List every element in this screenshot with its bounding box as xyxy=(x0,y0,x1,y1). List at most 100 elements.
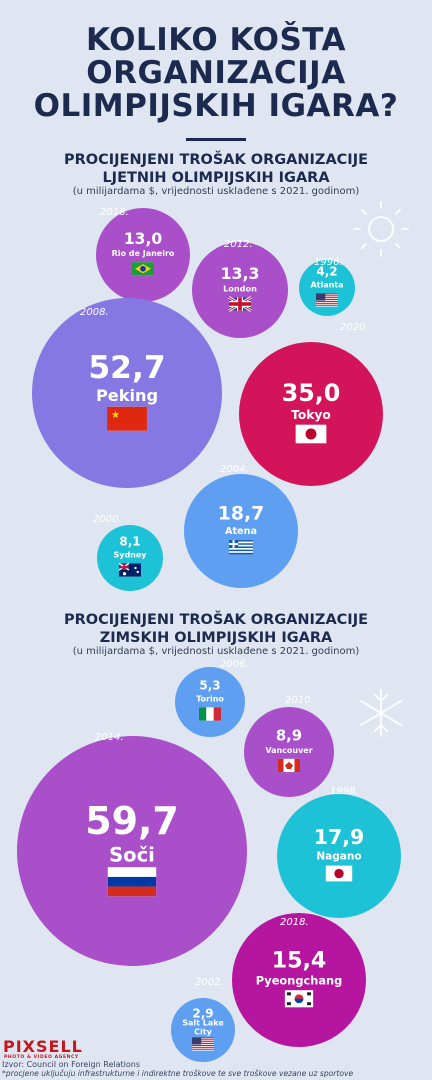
sun-icon xyxy=(353,201,409,257)
winter-title-line: PROCIJENJENI TROŠAK ORGANIZACIJE xyxy=(63,612,369,628)
greece-flag-part xyxy=(229,551,253,553)
bubble-city-label: Torino xyxy=(196,694,224,703)
bubble-year-label: 2014. xyxy=(95,732,124,743)
bubble-value-label: 18,7 xyxy=(218,504,264,525)
footnote: *procjene uključuju infrastrukturne i in… xyxy=(2,1069,354,1078)
bubble-value-label: 52,7 xyxy=(88,350,165,386)
japan-flag-part xyxy=(334,868,344,879)
bubble-city-label: Pyeongchang xyxy=(256,973,343,987)
title-divider xyxy=(186,138,246,141)
greece-flag-part xyxy=(229,548,253,550)
uk-flag xyxy=(228,296,252,312)
bubble-circle xyxy=(192,242,288,338)
bubble-circle xyxy=(239,342,383,486)
usa-flag-part xyxy=(192,1037,214,1039)
greece-flag-part xyxy=(229,543,253,545)
bubble-value-label: 8,1 xyxy=(119,535,140,549)
russia-flag-part xyxy=(107,886,157,897)
bubble-year-label: 2018. xyxy=(280,917,309,928)
korea-flag xyxy=(284,990,314,1008)
usa-flag-part xyxy=(316,304,338,306)
bubble-circle xyxy=(299,260,355,316)
bubble-nagano: 1998. 17,9 Nagano xyxy=(277,786,401,918)
uk-flag-part xyxy=(229,302,251,306)
china-flag-part: ★ xyxy=(111,410,120,421)
bubble-year-label: 2020. xyxy=(340,322,369,333)
russia-flag xyxy=(107,867,157,897)
italy-flag-part xyxy=(206,707,214,721)
usa-flag-part xyxy=(192,1039,214,1041)
bubble-value-label: 15,4 xyxy=(272,948,327,974)
bubble-city-label: London xyxy=(223,283,257,293)
russia-flag-part xyxy=(107,867,157,877)
bubble-value-label: 17,9 xyxy=(314,825,364,849)
pixsell-logo: PIXSELL xyxy=(3,1037,83,1056)
summer-title-line: PROCIJENJENI TROŠAK ORGANIZACIJE xyxy=(63,152,369,168)
korea-flag-part xyxy=(286,1002,291,1006)
bubble-circle xyxy=(171,998,235,1062)
bubble-year-label: 2002. xyxy=(195,977,224,988)
bubble-value-label: 35,0 xyxy=(282,379,341,407)
usa-flag-part xyxy=(192,1041,214,1043)
bubble-city-label: Soči xyxy=(109,843,155,866)
canada-flag-part xyxy=(294,758,300,773)
bubble-city-line: Salt Lake xyxy=(182,1018,224,1027)
usa-flag-part xyxy=(316,299,338,301)
greece-flag-part xyxy=(229,549,253,552)
bubble-year-label: 2010. xyxy=(285,695,314,706)
page-title-line: OLIMPIJSKIH IGARA? xyxy=(33,88,399,124)
australia-flag-part xyxy=(134,566,137,570)
brazil-flag-part xyxy=(140,265,146,272)
bubble-city-label: Nagano xyxy=(316,851,361,863)
usa-flag xyxy=(192,1037,214,1051)
korea-flag-part xyxy=(286,992,291,996)
bubble-circle xyxy=(97,525,163,591)
brazil-flag xyxy=(132,262,154,276)
japan-flag-part xyxy=(305,428,317,440)
bubble-city-label: Tokyo xyxy=(291,408,331,422)
bubble-city-label: Vancouver xyxy=(265,746,312,755)
winter-section-title: PROCIJENJENI TROŠAK ORGANIZACIJE ZIMSKIH… xyxy=(0,611,432,647)
usa-flag-part xyxy=(192,1044,214,1046)
china-flag: ★ xyxy=(107,406,147,431)
greece-flag xyxy=(229,540,253,555)
australia-flag-part xyxy=(136,570,139,574)
bubble-circle xyxy=(32,298,222,488)
greece-flag-part xyxy=(229,540,253,542)
greece-flag-part xyxy=(229,543,239,546)
usa-flag-part xyxy=(316,293,338,295)
italy-flag-part xyxy=(213,707,221,721)
bubble-year-label: 1996. xyxy=(314,257,343,268)
bubble-circle xyxy=(232,913,366,1047)
australia-flag-part xyxy=(119,566,129,569)
usa-flag-part xyxy=(192,1048,214,1050)
usa-flag-part xyxy=(192,1043,214,1045)
korea-flag-part xyxy=(307,992,312,996)
canada-flag xyxy=(278,758,300,773)
canada-flag-part xyxy=(285,761,293,770)
bubble-value-label: 2,9 xyxy=(192,1007,213,1021)
usa-flag-part xyxy=(316,300,338,302)
bubble-value-label: 59,7 xyxy=(85,799,179,843)
australia-flag-part xyxy=(122,572,127,576)
page-title: KOLIKO KOŠTA ORGANIZACIJA OLIMPIJSKIH IG… xyxy=(0,24,432,123)
bubble-city-label: Salt Lake City xyxy=(182,1018,224,1036)
usa-flag-part xyxy=(316,295,338,297)
pixsell-logo-tagline: PHOTO & VIDEO AGENCY xyxy=(4,1055,79,1060)
bubble-city-label: Atena xyxy=(225,526,257,537)
bubble-city-label: Sydney xyxy=(113,550,147,559)
bubble-year-label: 2008. xyxy=(80,307,109,318)
usa-flag-part xyxy=(316,302,338,304)
japan-flag xyxy=(325,865,353,882)
bubble-circle xyxy=(184,474,298,588)
bubble-city-line: City xyxy=(194,1027,212,1036)
page-title-line: KOLIKO KOŠTA xyxy=(85,22,347,58)
